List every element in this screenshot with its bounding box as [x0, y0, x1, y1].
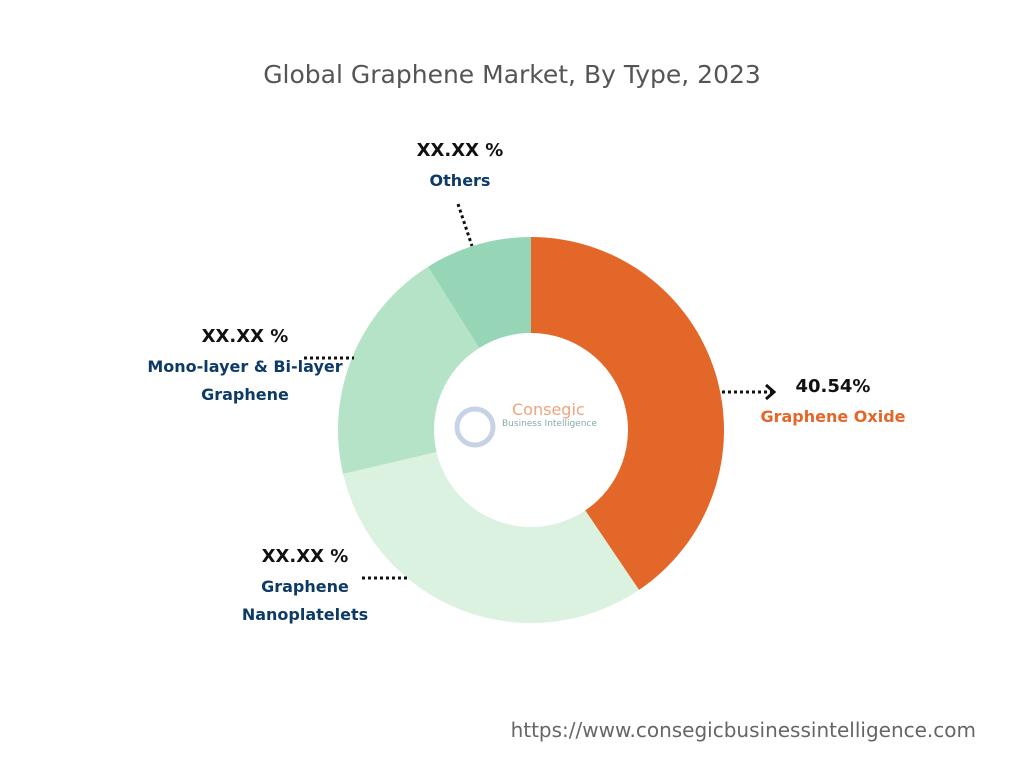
chart-title: Global Graphene Market, By Type, 2023 [263, 60, 761, 89]
donut-segment [531, 237, 724, 590]
leaders [304, 203, 777, 580]
donut-segment [427, 237, 531, 348]
donut-segment [338, 266, 480, 474]
category-label: Graphene Oxide [760, 407, 906, 426]
value-label: 40.54% [795, 376, 871, 397]
segment-label: 40.54% Graphene Oxide [733, 376, 933, 431]
logo-icon [454, 406, 496, 448]
logo: Consegic Business Intelligence [460, 400, 610, 429]
value-label: XX.XX % [261, 546, 349, 567]
donut-segment [343, 452, 640, 623]
category-label: Graphene Nanoplatelets [241, 577, 369, 624]
category-label: Mono-layer & Bi-layer Graphene [147, 357, 343, 404]
value-label: XX.XX % [416, 140, 504, 161]
logo-name: Consegic [512, 400, 585, 419]
category-label: Others [429, 171, 491, 190]
segment-label: XX.XX % Graphene Nanoplatelets [225, 546, 385, 629]
value-label: XX.XX % [201, 326, 289, 347]
footer-url: https://www.consegicbusinessintelligence… [510, 718, 976, 742]
segment-label: XX.XX % Mono-layer & Bi-layer Graphene [130, 326, 360, 409]
segment-label: XX.XX % Others [400, 140, 520, 195]
logo-tagline: Business Intelligence [502, 419, 597, 429]
